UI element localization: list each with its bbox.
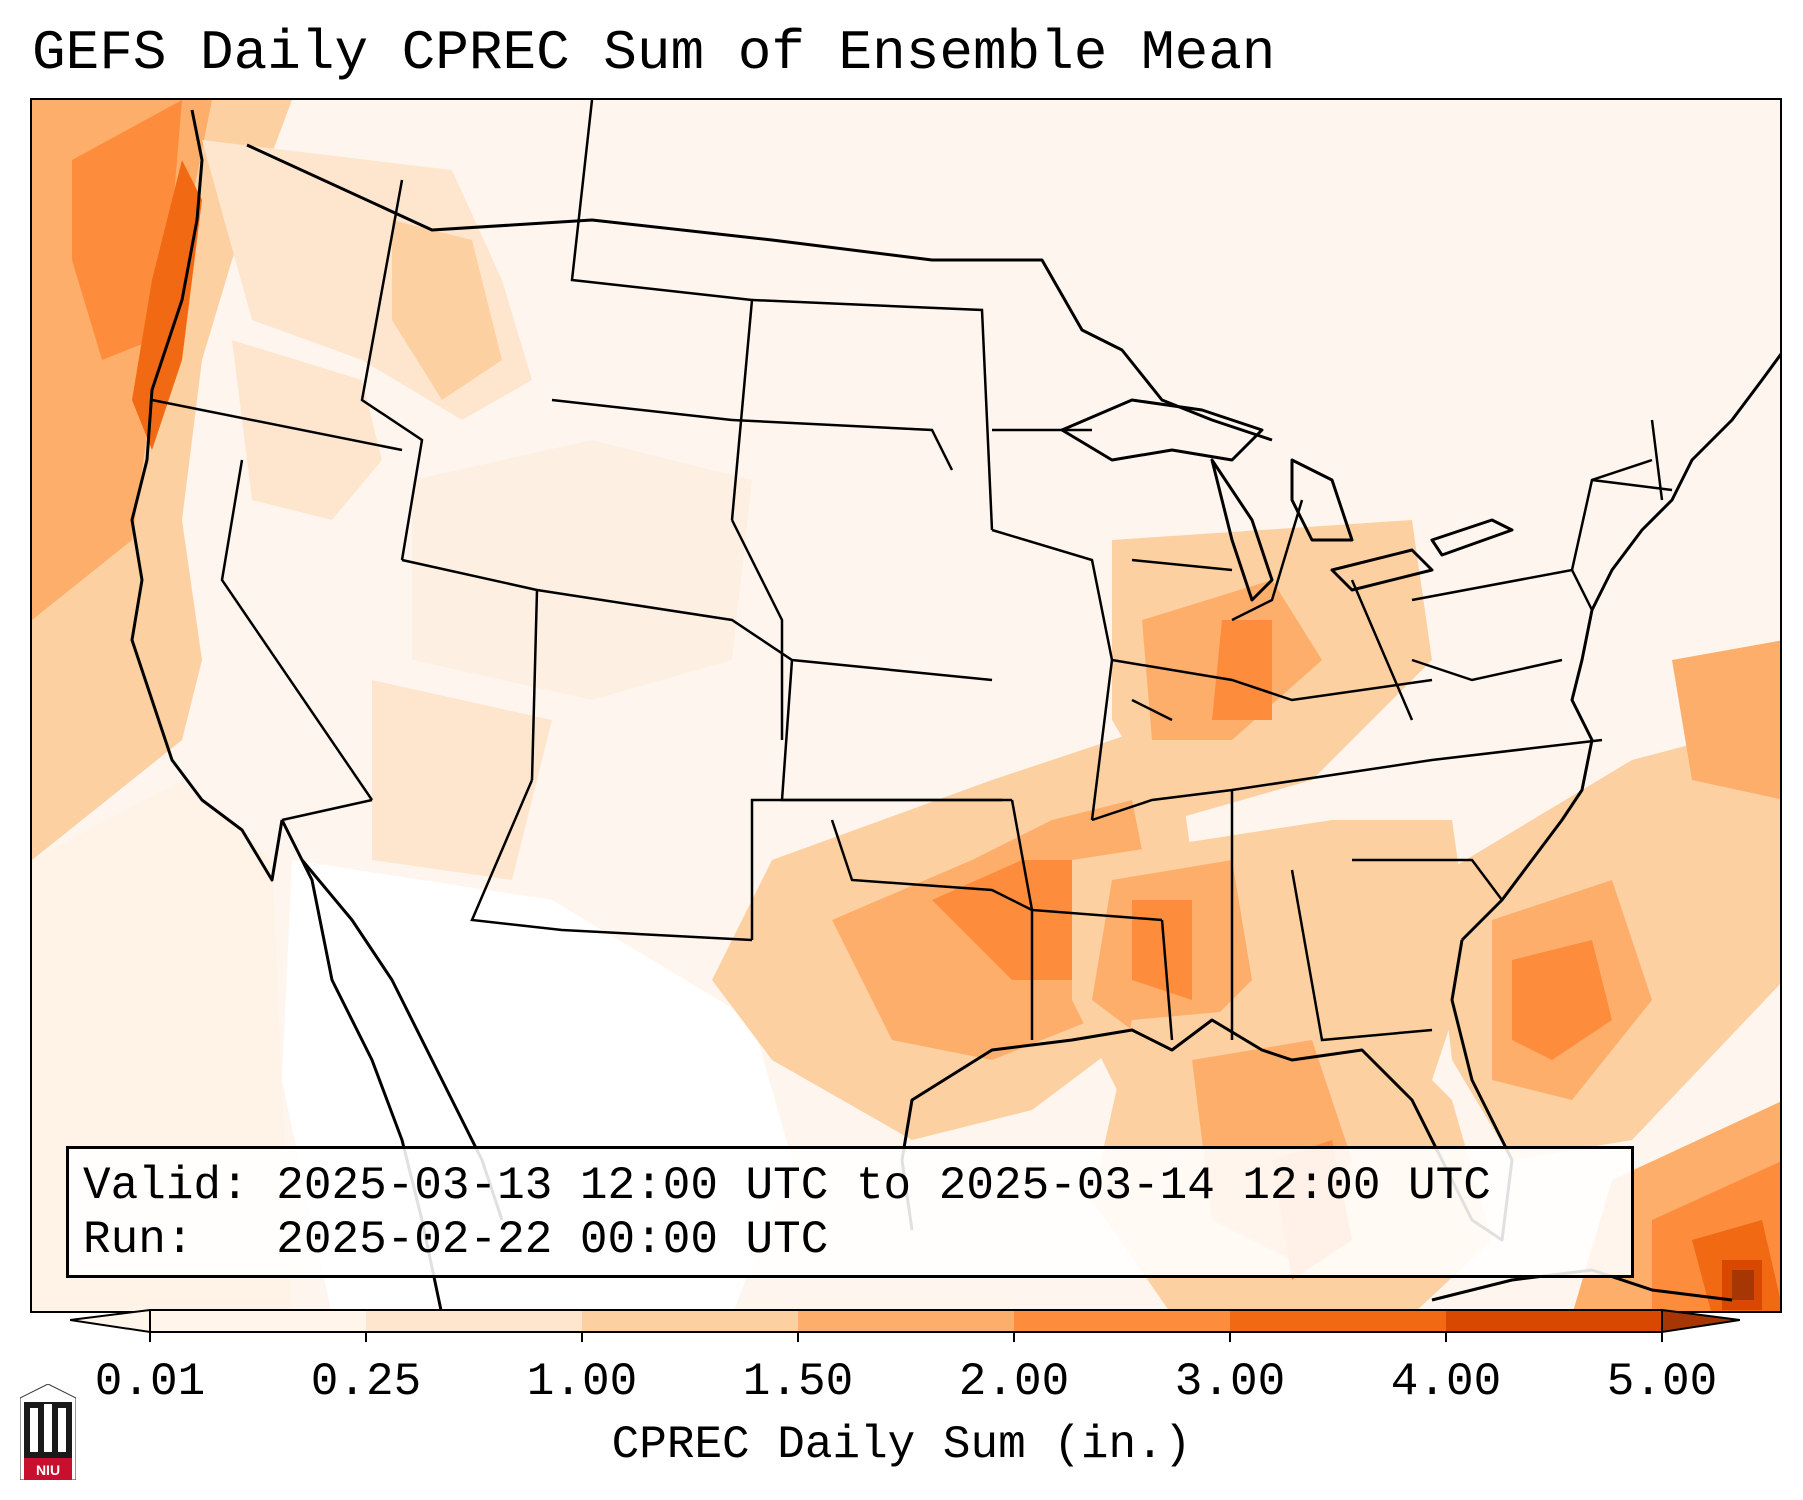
colorbar-tick-label: 0.25 xyxy=(310,1356,422,1408)
colorbar-tick-label: 4.00 xyxy=(1390,1356,1502,1408)
colorbar-extend-high xyxy=(1661,1308,1740,1334)
colorbar-segment-2 xyxy=(366,1310,582,1332)
colorbar-segment-1 xyxy=(150,1310,366,1332)
colorbar xyxy=(70,1308,1740,1342)
run-label: Run: xyxy=(83,1214,194,1266)
map-title: GEFS Daily CPREC Sum of Ensemble Mean xyxy=(32,21,1276,85)
colorbar-tick-label: 5.00 xyxy=(1606,1356,1718,1408)
colorbar-segment-7 xyxy=(1446,1310,1662,1332)
run-value: 2025-02-22 00:00 UTC xyxy=(276,1214,829,1266)
colorbar-label: CPREC Daily Sum (in.) xyxy=(611,1419,1192,1471)
colorbar-segment-3 xyxy=(582,1310,798,1332)
valid-line: Valid: 2025-03-13 12:00 UTC to 2025-03-1… xyxy=(83,1159,1617,1213)
valid-value: 2025-03-13 12:00 UTC to 2025-03-14 12:00… xyxy=(276,1160,1491,1212)
colorbar-tick-label: 0.01 xyxy=(94,1356,206,1408)
niu-castle-logo-icon: NIU xyxy=(20,1384,76,1480)
logo-text: NIU xyxy=(36,1462,60,1478)
colorbar-segment-6 xyxy=(1230,1310,1446,1332)
precip-shading xyxy=(32,100,1780,1311)
map-canvas xyxy=(32,100,1780,1311)
colorbar-tick-label: 3.00 xyxy=(1174,1356,1286,1408)
state-lines xyxy=(151,100,1673,1042)
run-line: Run: 2025-02-22 00:00 UTC xyxy=(83,1213,1617,1267)
colorbar-tick-label: 1.00 xyxy=(526,1356,638,1408)
colorbar-segment-4 xyxy=(798,1310,1014,1332)
valid-label: Valid: xyxy=(83,1160,249,1212)
valid-run-info-box: Valid: 2025-03-13 12:00 UTC to 2025-03-1… xyxy=(66,1146,1634,1278)
colorbar-tick-label: 2.00 xyxy=(958,1356,1070,1408)
colorbar-extend-low xyxy=(70,1308,151,1334)
colorbar-tick-label: 1.50 xyxy=(742,1356,854,1408)
colorbar-segment-5 xyxy=(1014,1310,1230,1332)
precipitation-map[interactable] xyxy=(30,98,1782,1313)
